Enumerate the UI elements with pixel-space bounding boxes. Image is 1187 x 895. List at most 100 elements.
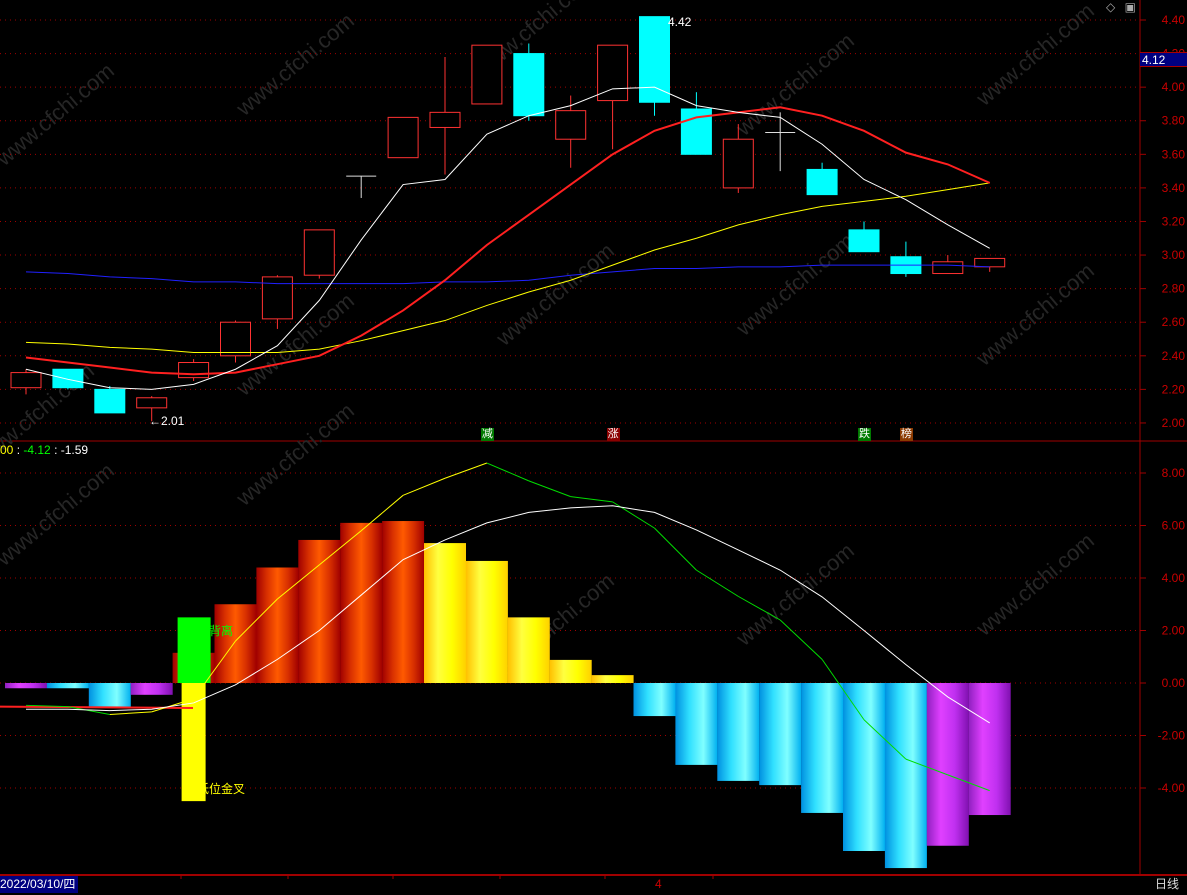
- candle: [639, 16, 670, 116]
- candle-body: [555, 110, 587, 140]
- indicator-value-2: -4.12: [23, 443, 51, 457]
- y-tick-label: 2.60: [1162, 315, 1186, 329]
- candle: [136, 396, 168, 422]
- dif-line-segment: [277, 564, 320, 600]
- y-tick-label: -2.00: [1158, 729, 1186, 743]
- dif-line-segment: [67, 706, 110, 715]
- ma20-line: [25, 182, 990, 353]
- y-tick-label: 2.80: [1162, 282, 1186, 296]
- candle: [974, 257, 1006, 272]
- macd-bar: [465, 560, 508, 683]
- candle-body: [848, 229, 880, 253]
- macd-bar: [843, 683, 885, 851]
- dif-line-segment: [654, 527, 697, 571]
- dif-line-segment: [360, 494, 404, 532]
- ma10-line: [25, 106, 991, 376]
- dif-line-segment: [235, 598, 278, 642]
- candle-body: [597, 44, 629, 102]
- candle: [429, 56, 461, 175]
- time-axis-label: 4: [655, 877, 662, 891]
- signal-marker: 跌: [858, 428, 871, 441]
- separator: :: [50, 443, 61, 457]
- dif-line-segment: [318, 530, 362, 566]
- indicator-value-1: 00: [0, 443, 14, 457]
- macd-bar: [256, 567, 299, 683]
- macd-bar: [884, 683, 927, 869]
- macd-bar: [340, 522, 383, 683]
- candle-body: [974, 257, 1006, 268]
- y-tick-label: 8.00: [1162, 466, 1186, 480]
- watermark: www.cfchi.com: [0, 58, 119, 171]
- dif-line-segment: [738, 595, 781, 621]
- candle-body: [52, 368, 84, 389]
- candle-body: [722, 138, 754, 189]
- macd-bar: [424, 543, 466, 683]
- watermark: www.cfchi.com: [731, 228, 859, 341]
- signal-marker: 榜: [899, 428, 913, 441]
- high-price-label: 4.42: [668, 15, 692, 29]
- signal-marker: 涨: [606, 428, 620, 441]
- diamond-icon[interactable]: ◇: [1106, 0, 1116, 14]
- macd-bar: [88, 683, 131, 707]
- y-tick-label: 2.40: [1162, 349, 1186, 363]
- y-tick-label: 2.00: [1162, 624, 1186, 638]
- separator: :: [13, 443, 24, 457]
- macd-bar: [298, 539, 341, 683]
- candle-body: [178, 362, 210, 379]
- watermark: www.cfchi.com: [971, 528, 1099, 641]
- candle: [848, 221, 880, 253]
- y-tick-label: -4.00: [1158, 781, 1186, 795]
- dif-line-segment: [486, 462, 529, 482]
- y-tick-label: 2.00: [1162, 416, 1186, 430]
- period-button[interactable]: 日线: [1154, 877, 1179, 891]
- candle-body: [932, 261, 964, 275]
- candle-body: [806, 168, 838, 196]
- candle: [890, 241, 922, 277]
- y-tick-label: 4.40: [1162, 13, 1186, 27]
- dif-line-segment: [696, 569, 739, 597]
- y-tick-label: 3.80: [1162, 114, 1186, 128]
- low-price-label: ←2.01: [149, 414, 185, 428]
- indicator-header: 00 : -4.12 : -1.59: [0, 443, 88, 457]
- cursor-date: 2022/03/10/四: [0, 876, 79, 893]
- macd-bar: [382, 521, 425, 683]
- dif-line-segment: [402, 477, 446, 496]
- signal-marker: 减: [480, 428, 494, 441]
- dif-line-segment: [25, 704, 68, 708]
- macd-bar: [968, 683, 1011, 816]
- candle-body: [220, 321, 251, 357]
- watermark: www.cfchi.com: [231, 398, 359, 511]
- window-icon[interactable]: ▣: [1124, 0, 1136, 14]
- macd-bar: [759, 683, 802, 786]
- macd-bar: [926, 683, 969, 846]
- dif-line-segment: [193, 640, 236, 700]
- y-tick-label: 3.40: [1162, 181, 1186, 195]
- candle: [94, 386, 126, 414]
- toolbar-icons: ◇ ▣: [1106, 0, 1136, 14]
- divergence-label: 背离: [209, 624, 234, 638]
- candle-body: [429, 111, 461, 128]
- candle: [932, 255, 964, 275]
- macd-bar: [5, 683, 47, 689]
- candle: [178, 359, 210, 381]
- dif-line-segment: [444, 462, 488, 479]
- watermark: www.cfchi.com: [231, 8, 359, 121]
- candle: [346, 175, 377, 198]
- macd-bar: [507, 617, 550, 683]
- candle-body: [513, 53, 545, 117]
- candle: [555, 95, 587, 168]
- y-tick-label: 2.20: [1162, 382, 1186, 396]
- macd-bar: [591, 675, 634, 683]
- divergence-signal-bar: [177, 617, 211, 683]
- candle: [303, 229, 335, 279]
- golden-cross-label: 低位金叉: [197, 782, 246, 796]
- dif-line-segment: [570, 496, 613, 503]
- macd-bar: [549, 659, 592, 683]
- dif-line-segment: [947, 774, 990, 792]
- dif-line-segment: [151, 698, 194, 713]
- candle: [806, 162, 838, 196]
- candle: [765, 112, 796, 172]
- watermark: www.cfchi.com: [971, 258, 1099, 371]
- dea-line: [26, 505, 990, 724]
